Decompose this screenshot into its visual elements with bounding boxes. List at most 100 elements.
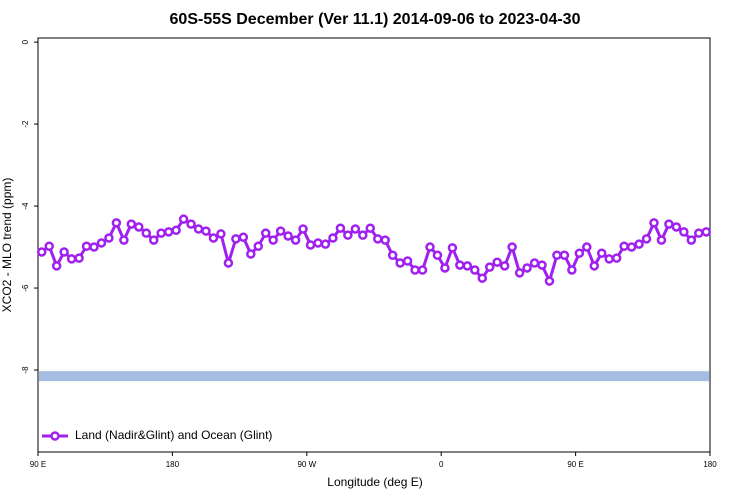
data-point <box>582 242 592 252</box>
data-point <box>156 228 166 238</box>
data-point <box>514 268 525 278</box>
data-point <box>626 242 637 252</box>
data-point <box>89 242 99 252</box>
data-point <box>238 232 249 242</box>
chart-title: 60S-55S December (Ver 11.1) 2014-09-06 t… <box>170 11 581 28</box>
data-point <box>671 222 682 232</box>
data-point <box>119 235 129 245</box>
x-axis-label: Longitude (deg E) <box>327 475 422 489</box>
data-point <box>81 241 92 251</box>
data-point <box>275 226 286 236</box>
data-point <box>350 224 361 234</box>
data-point <box>380 235 390 245</box>
y-tick-label: -2 <box>21 120 30 128</box>
data-point <box>694 228 704 238</box>
data-point <box>641 234 652 244</box>
data-point <box>305 240 316 250</box>
data-point <box>231 234 241 244</box>
data-point <box>171 225 181 235</box>
data-point <box>36 247 47 257</box>
plot-frame <box>37 37 711 453</box>
data-point <box>537 260 547 270</box>
data-point <box>260 228 271 238</box>
data-point <box>679 227 689 237</box>
data-point <box>223 258 234 268</box>
x-tick-label: 90 E <box>30 460 46 469</box>
data-point <box>552 250 562 260</box>
data-point <box>604 254 614 264</box>
x-tick-label: 0 <box>439 460 444 469</box>
data-point <box>664 219 674 229</box>
data-point <box>96 238 107 248</box>
x-tick-label: 90 W <box>297 460 316 469</box>
y-tick-label: 0 <box>21 39 30 44</box>
data-point <box>686 235 697 245</box>
data-point <box>410 265 420 275</box>
y-tick-label: -6 <box>21 284 30 292</box>
y-tick-label: -8 <box>21 366 30 374</box>
data-point <box>51 261 62 271</box>
data-point <box>529 258 540 268</box>
data-point <box>462 261 473 271</box>
data-point <box>141 228 152 238</box>
data-point <box>559 250 570 260</box>
data-point <box>372 234 383 244</box>
data-point <box>589 261 600 271</box>
data-point <box>290 235 301 245</box>
data-point <box>44 241 54 251</box>
data-point <box>358 230 368 240</box>
data-point <box>126 219 137 229</box>
data-point <box>425 242 435 252</box>
data-point <box>335 223 346 233</box>
data-point <box>656 235 667 245</box>
data-point <box>634 239 644 249</box>
data-point <box>507 242 517 252</box>
data-point <box>104 233 114 243</box>
data-point <box>201 226 211 236</box>
data-point <box>328 233 338 243</box>
data-point <box>447 243 458 253</box>
data-point <box>701 227 712 237</box>
data-point <box>619 241 629 251</box>
data-point <box>499 261 510 271</box>
data-point <box>186 219 196 229</box>
data-point <box>298 224 308 234</box>
data-point <box>74 253 84 263</box>
data-point <box>492 257 502 267</box>
data-point <box>395 258 405 268</box>
data-point <box>574 248 585 258</box>
x-tick-label: 180 <box>166 460 180 469</box>
data-point <box>268 235 278 245</box>
y-axis-label: XCO2 - MLO trend (ppm) <box>0 178 14 313</box>
data-point <box>163 227 174 237</box>
data-point <box>544 276 555 286</box>
data-point <box>66 254 77 264</box>
data-point <box>178 214 189 224</box>
data-point <box>567 265 577 275</box>
data-point <box>596 248 607 258</box>
data-point <box>111 218 122 228</box>
data-point <box>649 218 659 228</box>
data-point <box>193 224 204 234</box>
data-point <box>253 241 264 251</box>
data-point <box>455 260 465 270</box>
data-point <box>470 265 480 275</box>
data-point <box>417 265 428 275</box>
data-point <box>365 223 376 233</box>
y-tick-label: -4 <box>21 202 30 210</box>
x-tick-label: 90 E <box>567 460 583 469</box>
data-point <box>134 222 144 232</box>
data-point <box>402 256 413 266</box>
reference-band <box>39 371 709 382</box>
data-point <box>611 253 622 263</box>
data-point <box>320 239 331 249</box>
data-point <box>59 247 69 257</box>
data-point <box>387 250 398 260</box>
data-point <box>484 262 495 272</box>
legend-label: Land (Nadir&Glint) and Ocean (Glint) <box>75 428 272 442</box>
data-point <box>432 250 443 260</box>
data-point <box>148 235 159 245</box>
data-point <box>283 231 293 241</box>
data-point <box>477 273 488 283</box>
